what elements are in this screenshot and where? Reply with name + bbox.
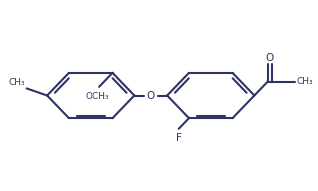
Text: CH₃: CH₃ [8,79,25,87]
Text: CH₃: CH₃ [296,77,313,86]
Text: O: O [266,53,274,63]
Text: F: F [176,133,182,143]
Text: O: O [147,91,155,100]
Text: OCH₃: OCH₃ [86,91,109,100]
